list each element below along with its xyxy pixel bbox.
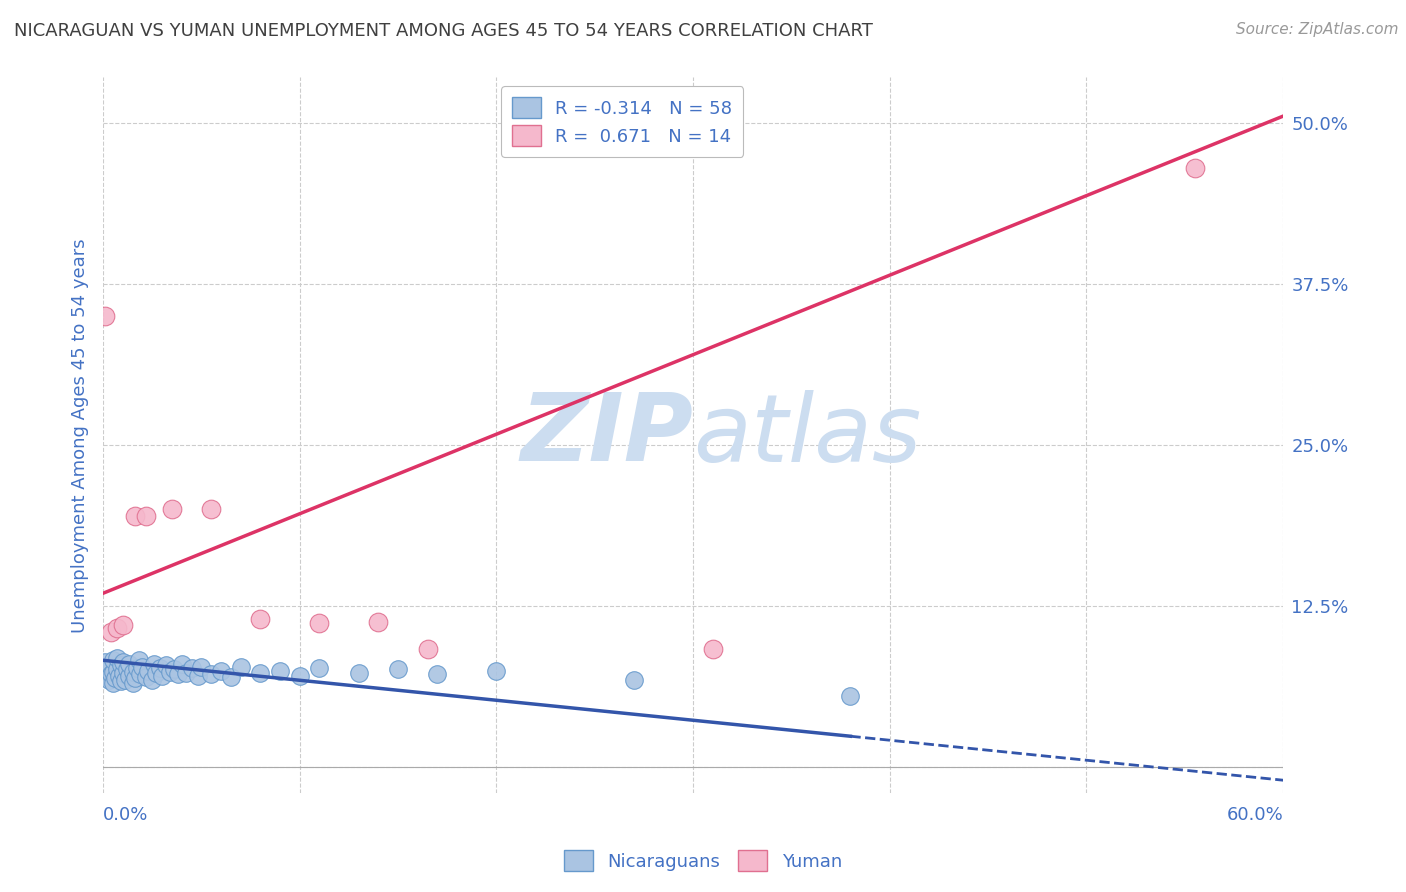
Point: [209, 664, 232, 678]
Point: [485, 664, 508, 678]
Point: [163, 662, 186, 676]
Point: [219, 670, 242, 684]
Point: [160, 502, 183, 516]
Point: [118, 657, 141, 672]
Text: NICARAGUAN VS YUMAN UNEMPLOYMENT AMONG AGES 45 TO 54 YEARS CORRELATION CHART: NICARAGUAN VS YUMAN UNEMPLOYMENT AMONG A…: [14, 22, 873, 40]
Point: [110, 673, 132, 688]
Point: [118, 669, 141, 683]
Legend: R = -0.314   N = 58, R =  0.671   N = 14: R = -0.314 N = 58, R = 0.671 N = 14: [502, 87, 744, 157]
Point: [190, 659, 212, 673]
Point: [170, 657, 193, 672]
Point: [108, 669, 131, 683]
Point: [111, 618, 134, 632]
Point: [186, 669, 208, 683]
Point: [623, 673, 645, 687]
Text: Source: ZipAtlas.com: Source: ZipAtlas.com: [1236, 22, 1399, 37]
Point: [347, 666, 370, 681]
Point: [101, 676, 124, 690]
Point: [125, 661, 148, 675]
Point: [167, 667, 190, 681]
Point: [426, 667, 449, 681]
Point: [135, 508, 157, 523]
Point: [121, 665, 143, 679]
Point: [105, 650, 128, 665]
Point: [138, 664, 160, 678]
Point: [200, 502, 222, 516]
Point: [94, 309, 117, 323]
Point: [159, 665, 181, 679]
Point: [387, 662, 409, 676]
Point: [104, 671, 127, 685]
Text: ZIP: ZIP: [520, 389, 693, 482]
Point: [94, 664, 117, 678]
Point: [1184, 161, 1206, 175]
Point: [200, 667, 222, 681]
Point: [111, 666, 134, 681]
Text: 0.0%: 0.0%: [103, 806, 149, 824]
Point: [100, 624, 122, 639]
Point: [115, 662, 138, 676]
Point: [98, 673, 121, 687]
Point: [155, 658, 177, 673]
Point: [114, 673, 136, 687]
Point: [308, 661, 330, 675]
Point: [141, 673, 163, 687]
Point: [288, 669, 311, 683]
Point: [124, 671, 146, 685]
Point: [111, 655, 134, 669]
Point: [839, 690, 862, 704]
Point: [100, 667, 122, 681]
Point: [135, 670, 157, 684]
Legend: Nicaraguans, Yuman: Nicaraguans, Yuman: [557, 843, 849, 879]
Point: [105, 662, 128, 676]
Point: [143, 657, 166, 672]
Point: [308, 615, 330, 630]
Point: [129, 667, 152, 681]
Point: [145, 666, 167, 681]
Point: [96, 670, 118, 684]
Text: atlas: atlas: [693, 390, 921, 481]
Text: 60.0%: 60.0%: [1226, 806, 1284, 824]
Point: [101, 653, 124, 667]
Point: [101, 665, 124, 679]
Point: [249, 612, 271, 626]
Point: [416, 641, 439, 656]
Point: [128, 653, 150, 667]
Point: [131, 659, 153, 673]
Point: [121, 676, 143, 690]
Point: [269, 664, 291, 678]
Point: [150, 669, 173, 683]
Point: [110, 658, 132, 673]
Y-axis label: Unemployment Among Ages 45 to 54 years: Unemployment Among Ages 45 to 54 years: [72, 238, 89, 632]
Point: [98, 659, 121, 673]
Point: [149, 661, 172, 675]
Point: [229, 659, 252, 673]
Point: [124, 508, 146, 523]
Point: [105, 621, 128, 635]
Point: [180, 661, 202, 675]
Point: [367, 615, 389, 629]
Point: [94, 655, 117, 669]
Point: [249, 666, 271, 681]
Point: [702, 641, 724, 656]
Point: [174, 666, 197, 681]
